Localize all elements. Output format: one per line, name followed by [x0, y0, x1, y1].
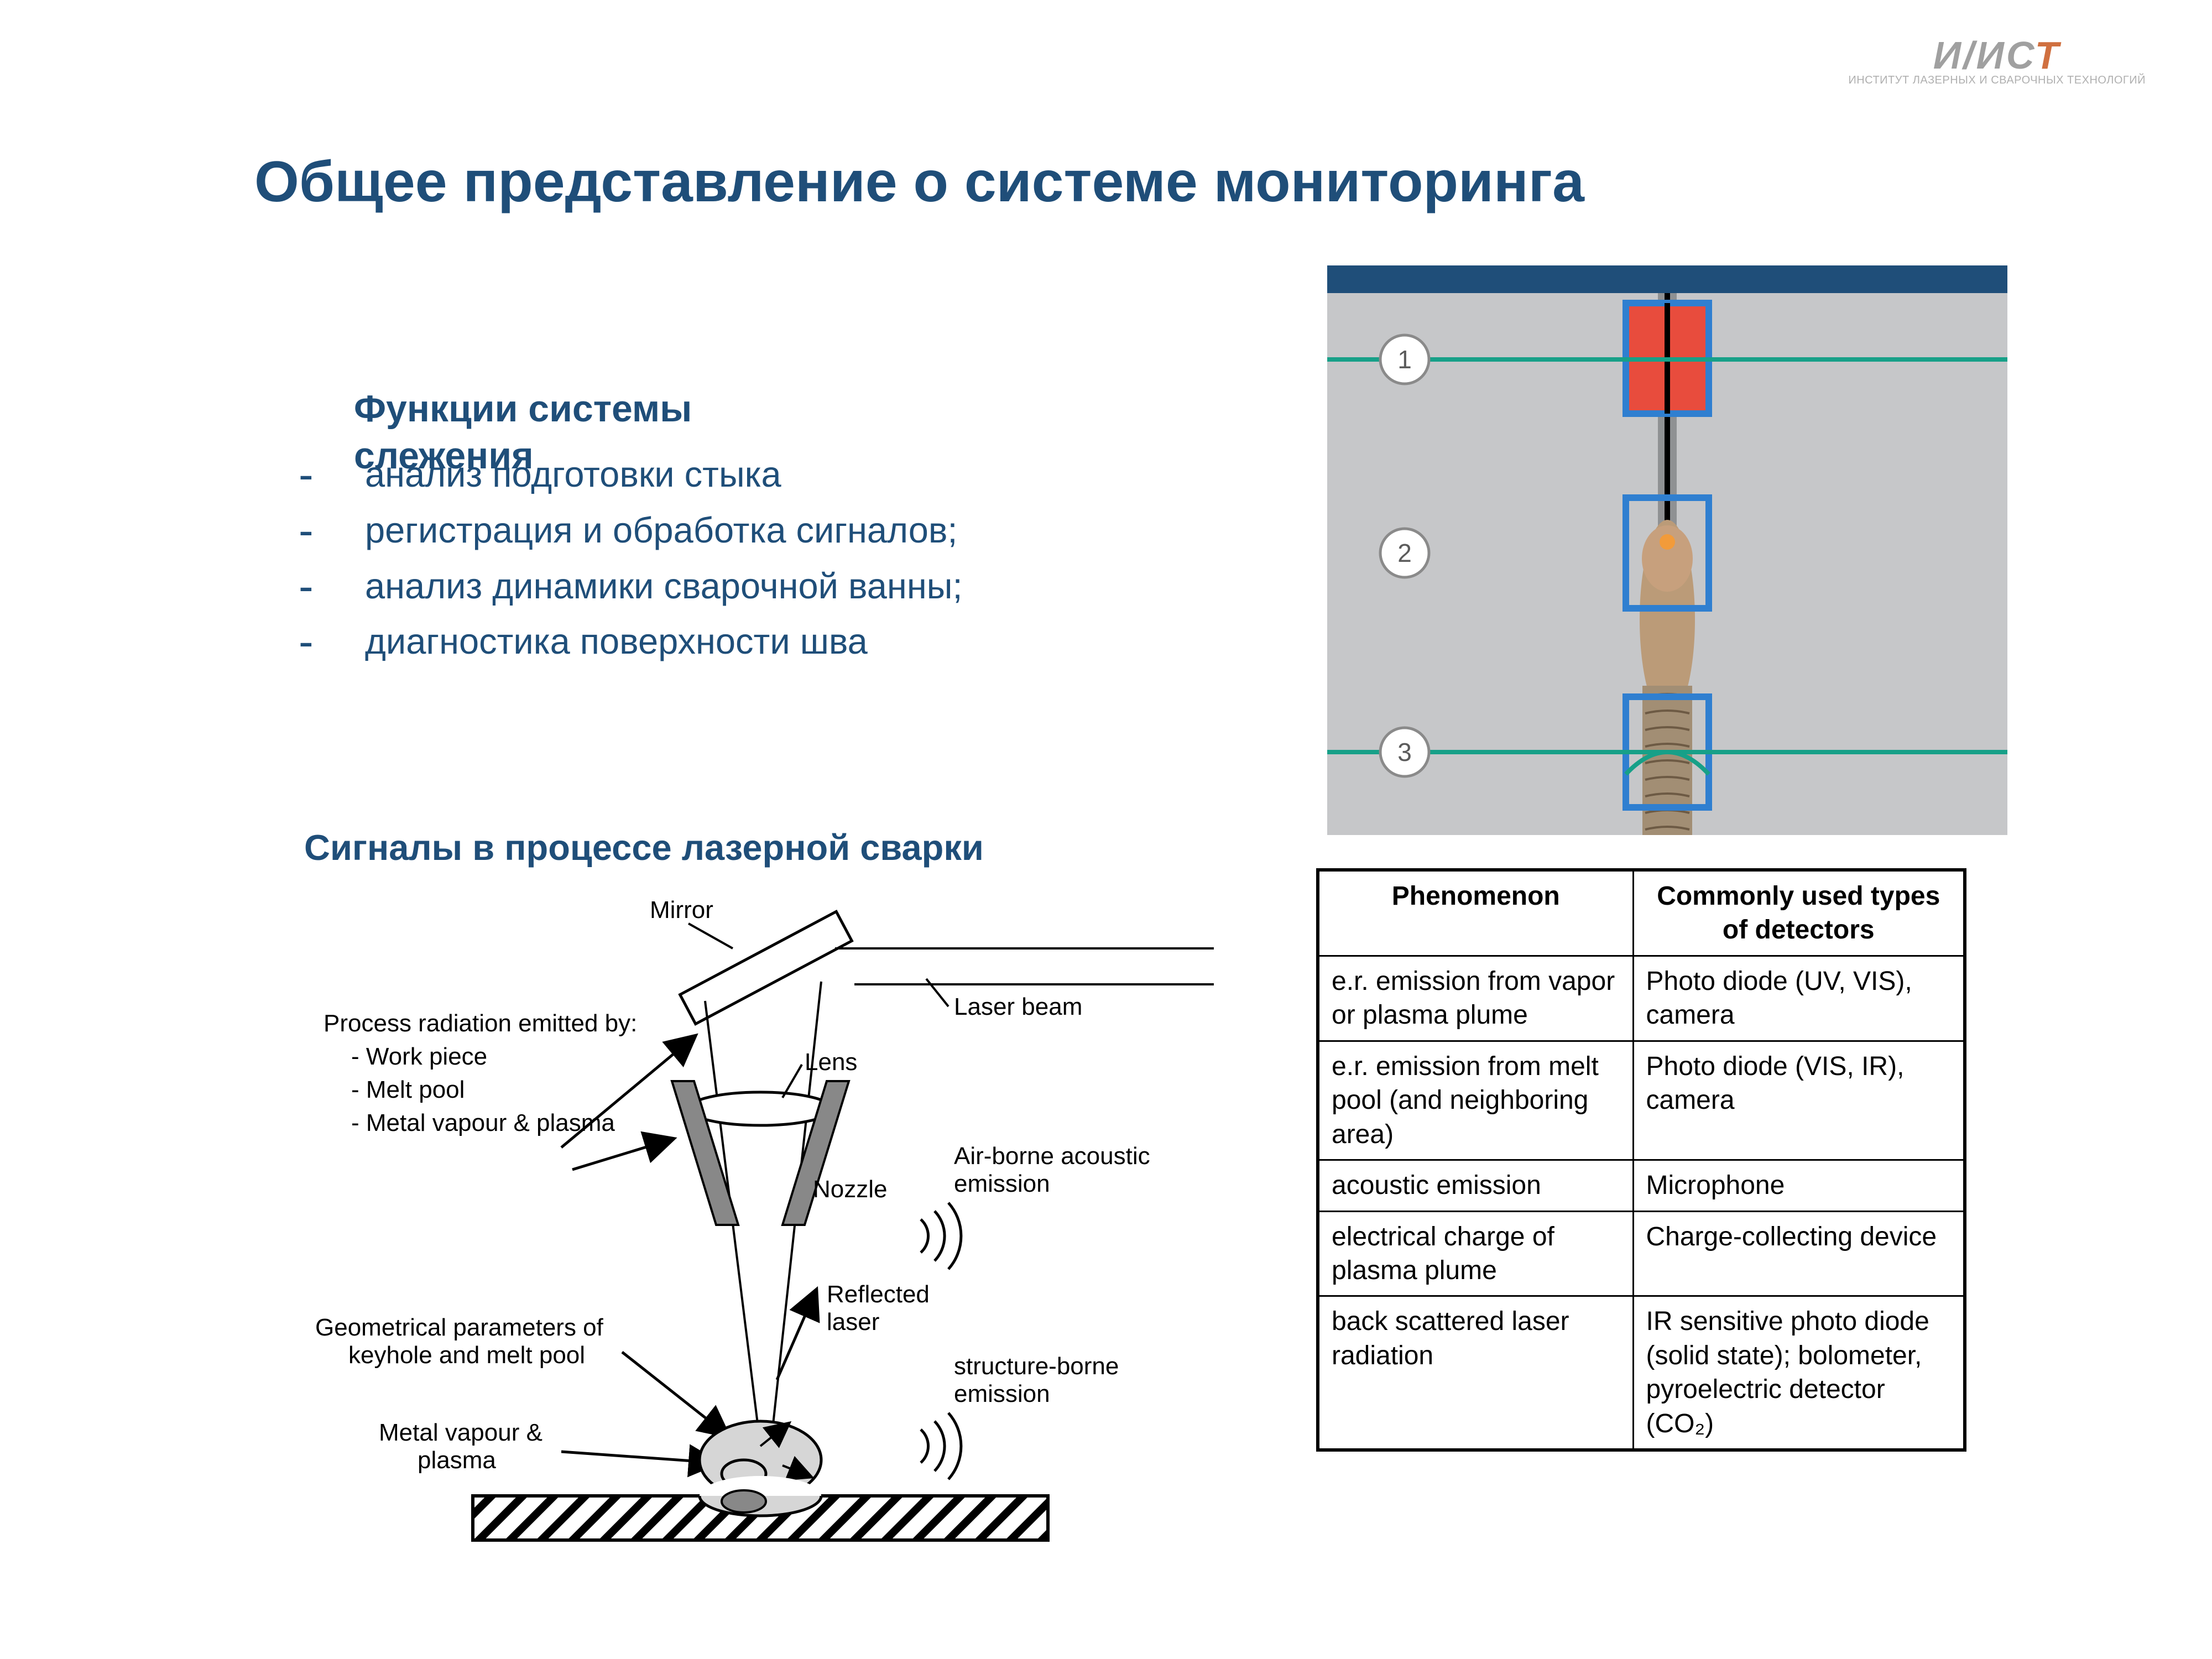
label-airborne1: Air-borne acoustic [954, 1142, 1150, 1170]
functions-list: анализ подготовки стыка регистрация и об… [299, 447, 1239, 670]
table-header: Phenomenon [1318, 870, 1633, 956]
label-vapour2: plasma [418, 1447, 496, 1474]
logo-text: И/ИСТ [1848, 33, 2146, 77]
label-reflected2: laser [827, 1308, 879, 1335]
label-process-item: - Metal vapour & plasma [351, 1109, 615, 1136]
label-geom1: Geometrical parameters of [315, 1314, 604, 1341]
label-lens: Lens [805, 1048, 857, 1076]
laser-welding-diagram: Mirror Laser beam Lens Nozzle Process ra… [307, 893, 1236, 1612]
table-row: e.r. emission from melt pool (and neighb… [1318, 1041, 1965, 1160]
label-laser-beam: Laser beam [954, 993, 1082, 1020]
logo: И/ИСТ ИНСТИТУТ ЛАЗЕРНЫХ И СВАРОЧНЫХ ТЕХН… [1848, 33, 2146, 87]
svg-text:2: 2 [1397, 539, 1412, 567]
label-geom2: keyhole and melt pool [348, 1342, 585, 1369]
logo-subtitle: ИНСТИТУТ ЛАЗЕРНЫХ И СВАРОЧНЫХ ТЕХНОЛОГИЙ [1848, 74, 2146, 87]
list-item: регистрация и обработка сигналов; [299, 503, 1239, 559]
list-item: анализ динамики сварочной ванны; [299, 559, 1239, 614]
label-process-item: - Melt pool [351, 1076, 465, 1103]
label-structure2: emission [954, 1380, 1050, 1407]
list-item: диагностика поверхности шва [299, 614, 1239, 670]
functions-heading-line1: Функции системы [354, 387, 692, 430]
label-mirror: Mirror [650, 896, 713, 924]
table-row: electrical charge of plasma plumeCharge-… [1318, 1211, 1965, 1296]
svg-text:1: 1 [1397, 345, 1412, 374]
detectors-table: Phenomenon Commonly used types of detect… [1316, 868, 1966, 1452]
label-process-head: Process radiation emitted by: [324, 1010, 637, 1037]
label-reflected1: Reflected [827, 1281, 930, 1308]
table-header: Commonly used types of detectors [1633, 870, 1965, 956]
svg-text:3: 3 [1397, 738, 1412, 766]
label-process-item: - Work piece [351, 1043, 487, 1070]
table-row: acoustic emissionMicrophone [1318, 1160, 1965, 1211]
page-title: Общее представление о системе мониторинг… [254, 149, 1584, 215]
table-row: e.r. emission from vapor or plasma plume… [1318, 956, 1965, 1041]
label-structure1: structure-borne [954, 1353, 1119, 1380]
label-vapour1: Metal vapour & [379, 1419, 542, 1446]
list-item: анализ подготовки стыка [299, 447, 1239, 503]
weld-stages-schematic: 1 2 3 [1327, 265, 2007, 835]
table-row: back scattered laser radiationIR sensiti… [1318, 1296, 1965, 1450]
signals-heading: Сигналы в процессе лазерной сварки [304, 827, 984, 868]
label-airborne2: emission [954, 1170, 1050, 1197]
label-nozzle: Nozzle [813, 1176, 888, 1203]
